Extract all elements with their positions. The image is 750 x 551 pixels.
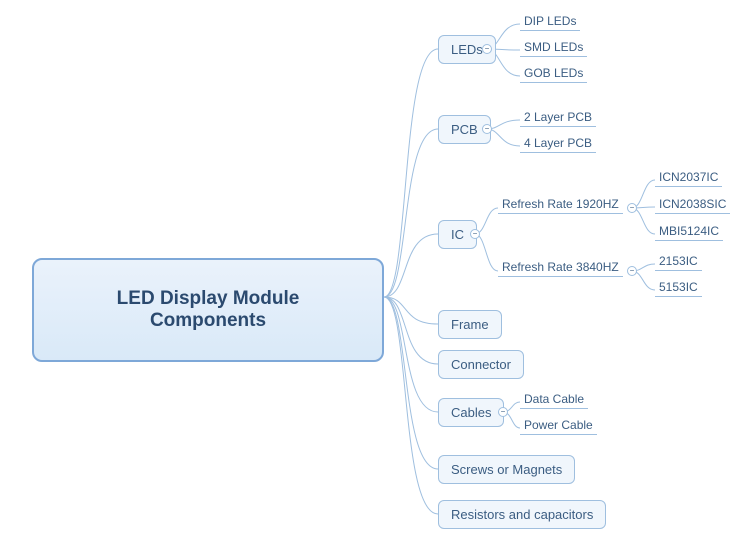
node-frame[interactable]: Frame	[438, 310, 502, 339]
leaf-2153[interactable]: 2153IC	[655, 252, 702, 271]
node-label: LEDs	[451, 42, 483, 57]
node-screws[interactable]: Screws or Magnets	[438, 455, 575, 484]
expand-icon[interactable]: −	[482, 44, 492, 54]
node-label: Resistors and capacitors	[451, 507, 593, 522]
node-label: IC	[451, 227, 464, 242]
leaf-data-cable[interactable]: Data Cable	[520, 390, 588, 409]
leaf-gob-leds[interactable]: GOB LEDs	[520, 64, 587, 83]
leaf-dip-leds[interactable]: DIP LEDs	[520, 12, 580, 31]
node-label: Screws or Magnets	[451, 462, 562, 477]
node-resistors[interactable]: Resistors and capacitors	[438, 500, 606, 529]
node-connector[interactable]: Connector	[438, 350, 524, 379]
leaf-5153[interactable]: 5153IC	[655, 278, 702, 297]
leaf-4layer[interactable]: 4 Layer PCB	[520, 134, 596, 153]
node-cables[interactable]: Cables	[438, 398, 504, 427]
leaf-icn2037[interactable]: ICN2037IC	[655, 168, 722, 187]
leaf-smd-leds[interactable]: SMD LEDs	[520, 38, 587, 57]
node-label: PCB	[451, 122, 478, 137]
expand-icon[interactable]: −	[627, 203, 637, 213]
expand-icon[interactable]: −	[627, 266, 637, 276]
leaf-refresh-1920[interactable]: Refresh Rate 1920HZ	[498, 195, 623, 214]
expand-icon[interactable]: −	[470, 229, 480, 239]
leaf-mbi5124[interactable]: MBI5124IC	[655, 222, 723, 241]
root-label: LED Display Module Components	[117, 288, 300, 331]
leaf-icn2038s[interactable]: ICN2038SIC	[655, 195, 730, 214]
expand-icon[interactable]: −	[498, 407, 508, 417]
leaf-2layer[interactable]: 2 Layer PCB	[520, 108, 596, 127]
node-label: Cables	[451, 405, 491, 420]
expand-icon[interactable]: −	[482, 124, 492, 134]
root-node[interactable]: LED Display Module Components	[32, 258, 384, 362]
leaf-power-cable[interactable]: Power Cable	[520, 416, 597, 435]
leaf-refresh-3840[interactable]: Refresh Rate 3840HZ	[498, 258, 623, 277]
node-label: Frame	[451, 317, 489, 332]
node-label: Connector	[451, 357, 511, 372]
